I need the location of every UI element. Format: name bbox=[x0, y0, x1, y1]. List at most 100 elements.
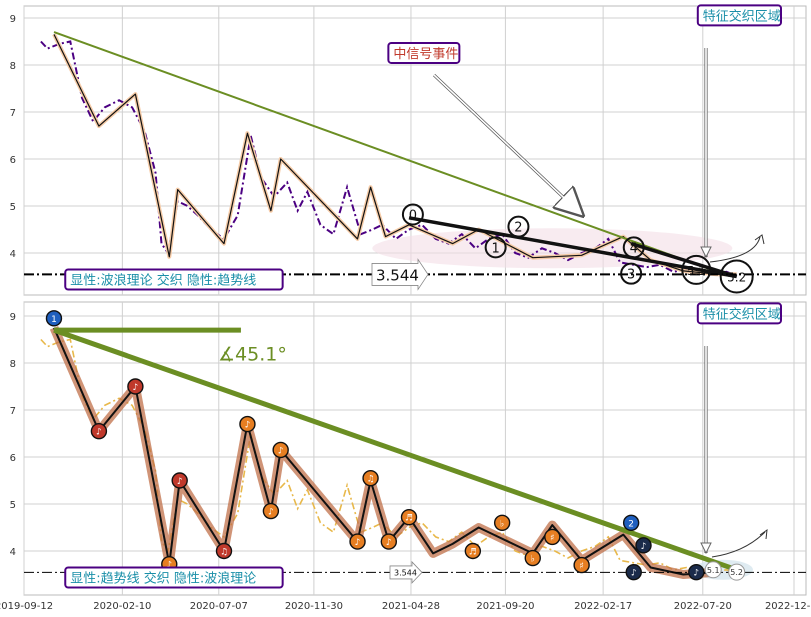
wave-point-label: ♭ bbox=[500, 519, 504, 529]
y-tick-label: 6 bbox=[10, 155, 16, 166]
y-tick-label: 9 bbox=[10, 312, 16, 323]
x-tick-label: 2022-12-07 bbox=[765, 601, 811, 612]
wave-point-label: ♪ bbox=[278, 446, 284, 456]
wave-label-text: 5.1 bbox=[687, 264, 706, 278]
legend-box-text: 显性:波浪理论 交织 隐性:趋势线 bbox=[70, 272, 256, 288]
wave-label-circle bbox=[728, 563, 746, 581]
trend-line bbox=[53, 327, 738, 573]
wave-channel-line bbox=[630, 241, 738, 279]
zone-title-box-text: 特征交织区域 bbox=[703, 8, 781, 24]
wave-point-label: ♫ bbox=[367, 475, 375, 485]
wave-point-marker bbox=[688, 563, 705, 581]
legend-box-text: 显性:趋势线 交织 隐性:波浪理论 bbox=[70, 570, 256, 586]
y-tick-label: 6 bbox=[10, 453, 16, 464]
event-title-box bbox=[387, 41, 461, 64]
x-tick-label: 2020-11-30 bbox=[285, 601, 343, 612]
wave-label-text: 1 bbox=[492, 241, 500, 256]
event-title-box-text: 中信号事件 bbox=[393, 47, 458, 62]
y-tick-label: 5 bbox=[10, 202, 16, 213]
curved-arrow-head bbox=[754, 234, 765, 245]
wave-point-marker bbox=[635, 537, 652, 554]
wave-point-label: ♪ bbox=[641, 542, 647, 552]
wave-point-label: ♪ bbox=[166, 561, 172, 571]
wave-point-label: 1 bbox=[51, 315, 57, 325]
y-tick-label: 7 bbox=[10, 108, 16, 119]
x-tick-label: 2019-09-12 bbox=[0, 601, 53, 612]
zone-arrow-head bbox=[700, 246, 712, 259]
wave-point-marker bbox=[171, 472, 188, 489]
x-tick-label: 2022-07-20 bbox=[674, 601, 732, 612]
wave-point-marker bbox=[544, 528, 561, 546]
curved-arrow bbox=[711, 531, 766, 558]
x-tick-label: 2020-07-07 bbox=[190, 601, 248, 612]
wave-point-label: ♪ bbox=[693, 569, 699, 579]
x-tick-label: 2020-02-10 bbox=[93, 601, 151, 612]
wave-point-label: ♯ bbox=[579, 562, 583, 572]
wave-point-marker bbox=[622, 514, 640, 531]
wave-point-marker bbox=[349, 533, 366, 550]
wave-label-circle bbox=[620, 262, 643, 285]
x-tick-label: 2021-04-28 bbox=[382, 601, 440, 612]
wave-label-text: 5.1 bbox=[707, 566, 720, 575]
y-tick-label: 7 bbox=[10, 406, 16, 417]
wave-point-label: ♬ bbox=[405, 514, 413, 524]
wave-point-label: ♪ bbox=[133, 383, 139, 393]
wave-point-label: ♪ bbox=[386, 538, 392, 548]
wave-point-label: ♯ bbox=[550, 533, 554, 543]
wave-label-circle bbox=[484, 236, 507, 259]
wave-point-marker bbox=[493, 514, 511, 531]
wave-label-circle bbox=[507, 215, 530, 238]
wave-point-label: ♪ bbox=[177, 477, 183, 487]
wave-point-label: ♪ bbox=[631, 569, 637, 579]
legend-box bbox=[64, 566, 284, 589]
curved-arrow-head bbox=[759, 528, 768, 540]
wave-line bbox=[53, 34, 737, 275]
wave-point-marker bbox=[90, 422, 108, 440]
wave-point-marker bbox=[272, 441, 289, 459]
event-arrow-inner bbox=[433, 74, 581, 214]
wave-point-label: ♫ bbox=[220, 548, 228, 558]
y-tick-label: 8 bbox=[10, 61, 16, 72]
y-tick-label: 5 bbox=[10, 500, 16, 511]
wave-point-marker bbox=[464, 542, 482, 560]
wave-point-marker bbox=[625, 563, 642, 581]
y-tick-label: 8 bbox=[10, 359, 16, 370]
wave-label-text: 5.2 bbox=[727, 271, 746, 285]
wave-point-marker bbox=[573, 556, 590, 574]
support-value-label: 3.544 bbox=[394, 568, 417, 577]
wave-point-marker bbox=[380, 533, 398, 550]
y-tick-label: 4 bbox=[10, 249, 16, 260]
curved-arrow bbox=[709, 236, 761, 263]
x-tick-label: 2022-02-17 bbox=[574, 601, 632, 612]
zone-title-box-text: 特征交织区域 bbox=[703, 306, 781, 322]
y-tick-label: 9 bbox=[10, 14, 16, 25]
wave-point-label: ♪ bbox=[245, 421, 251, 431]
zone-title-box bbox=[696, 4, 782, 27]
wave-point-label: ♭ bbox=[531, 555, 535, 565]
zone-title-box bbox=[696, 302, 782, 325]
x-tick-label: 2021-09-20 bbox=[476, 601, 534, 612]
price-line bbox=[40, 40, 738, 277]
wave-label-circle bbox=[719, 259, 754, 294]
wave-label-text: 4 bbox=[630, 241, 638, 256]
wave-label-circle bbox=[704, 561, 722, 579]
legend-box bbox=[64, 268, 284, 291]
y-tick-label: 4 bbox=[10, 547, 16, 558]
wave-point-label: ♪ bbox=[96, 428, 102, 438]
wave-point-marker bbox=[127, 378, 144, 395]
wave-point-label: ♪ bbox=[268, 508, 274, 518]
support-value-label: 3.544 bbox=[376, 266, 419, 284]
top-panel: 4 5 6 7 8 9 3.544 0 12 3 4 5.1 5.2 中信号事件 特征交织区域显性:波浪理论… bbox=[10, 4, 807, 296]
wave-point-label: ♪ bbox=[355, 538, 361, 548]
wave-label-text: 2 bbox=[514, 221, 522, 236]
zone-arrow-head bbox=[700, 542, 712, 555]
wave-label-text: 3 bbox=[627, 268, 635, 283]
wave-label-circle bbox=[681, 254, 712, 285]
wave-label-text: 5.2 bbox=[730, 568, 743, 577]
wave-point-marker bbox=[215, 542, 233, 560]
support-value-arrow bbox=[371, 258, 429, 291]
angle-label: ∡45.1° bbox=[218, 344, 287, 366]
wave-point-marker bbox=[362, 469, 379, 487]
support-value-arrow bbox=[389, 560, 423, 584]
wave-point-marker bbox=[239, 415, 256, 433]
